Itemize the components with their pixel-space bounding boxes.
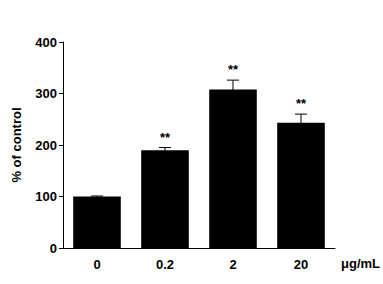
svg-text:**: ** — [296, 96, 307, 111]
svg-text:**: ** — [160, 130, 171, 145]
svg-text:400: 400 — [35, 35, 57, 50]
svg-text:20: 20 — [294, 257, 308, 272]
svg-text:200: 200 — [35, 138, 57, 153]
svg-text:100: 100 — [35, 189, 57, 204]
svg-text:**: ** — [228, 62, 239, 77]
svg-text:0.2: 0.2 — [156, 257, 174, 272]
svg-text:2: 2 — [229, 257, 236, 272]
svg-text:300: 300 — [35, 86, 57, 101]
svg-text:μg/mL: μg/mL — [341, 256, 380, 271]
svg-text:0: 0 — [93, 257, 100, 272]
svg-text:% of control: % of control — [9, 107, 24, 182]
svg-text:0: 0 — [50, 241, 57, 256]
